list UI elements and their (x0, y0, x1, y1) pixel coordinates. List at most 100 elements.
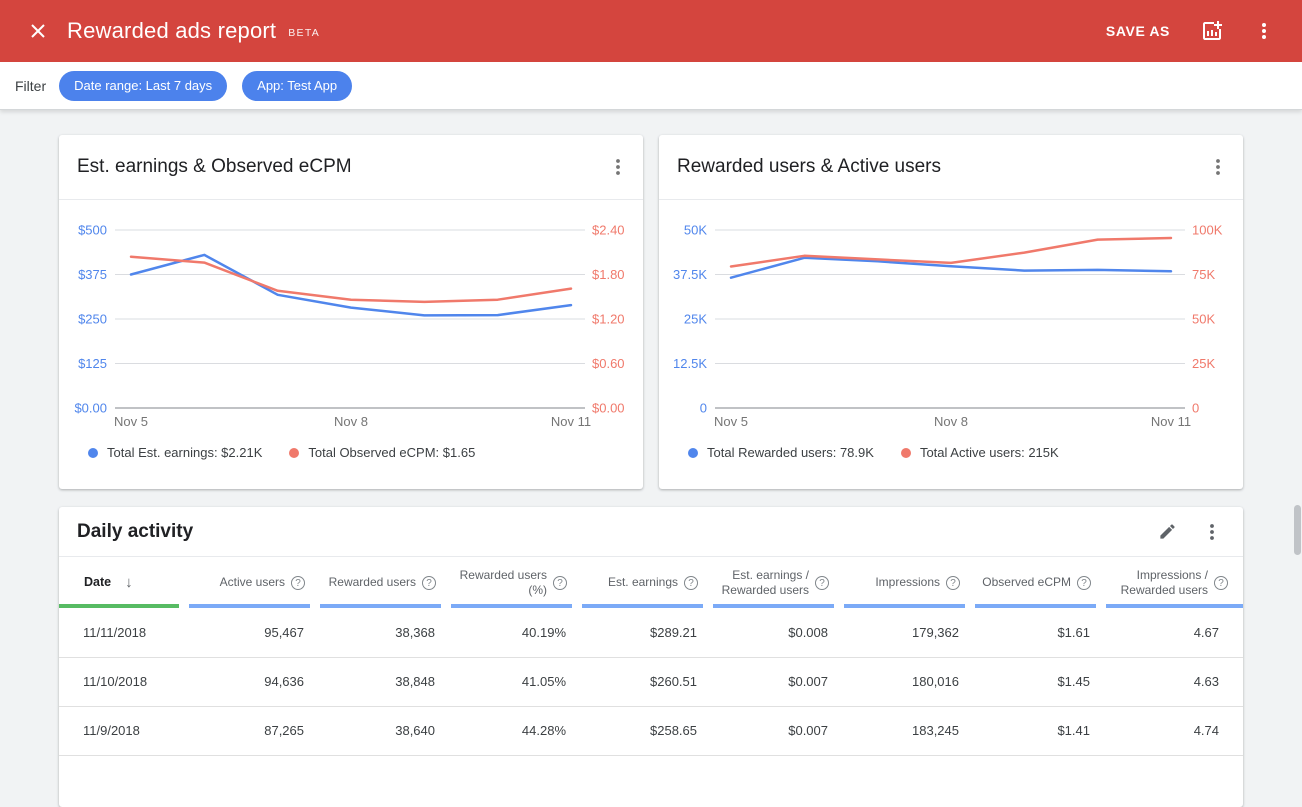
value-cell: $0.008 (788, 624, 828, 640)
value-cell (320, 754, 451, 804)
value-cell: 94,636 (189, 656, 320, 706)
chart-card-title: Rewarded users & Active users (677, 156, 942, 177)
edit-button[interactable] (1158, 522, 1177, 541)
column-underline (189, 604, 310, 608)
svg-text:$0.00: $0.00 (592, 401, 625, 416)
help-icon[interactable]: ? (1077, 575, 1091, 590)
column-header-rewarded-users[interactable]: Rewarded users? (320, 557, 451, 608)
line-chart-rewarded-active: 50K 100K 37.5K 75K 25K 50K 12.5K 25K 0 0 Nov 5 Nov … (673, 223, 1223, 430)
filter-chips: Date range: Last 7 days App: Test App (59, 70, 353, 101)
column-label: Date (84, 575, 112, 590)
column-header-active-users[interactable]: Active users? (189, 557, 320, 608)
page-title: Rewarded ads report (67, 18, 277, 43)
add-chart-button[interactable] (1200, 19, 1224, 43)
help-icon[interactable]: ? (946, 575, 960, 590)
column-underline (844, 604, 965, 608)
svg-text:Nov 5: Nov 5 (114, 414, 148, 429)
svg-text:25K: 25K (1192, 356, 1215, 371)
column-label: Est. earnings / Rewarded users (721, 568, 809, 597)
save-as-button[interactable]: SAVE AS (1105, 23, 1170, 39)
daily-activity-title: Daily activity (77, 520, 194, 542)
column-header-observed-ecpm[interactable]: Observed eCPM? (975, 557, 1106, 608)
daily-activity-table: Date ↓ Active users? Rewarded users? Rewarde… (59, 557, 1243, 804)
column-header-date[interactable]: Date ↓ (59, 557, 189, 608)
svg-text:0: 0 (700, 401, 707, 416)
value-cell: $260.51 (582, 656, 713, 706)
value-cell (975, 754, 1106, 804)
value-cell: 179,362 (912, 624, 959, 640)
column-underline (582, 604, 703, 608)
value-cell: 44.28% (451, 705, 582, 755)
column-header-impressions[interactable]: Impressions? (844, 557, 975, 608)
value-cell: $0.007 (713, 705, 844, 755)
chart-legend: Total Est. earnings: $2.21K Total Observe… (59, 445, 643, 460)
help-icon[interactable]: ? (422, 575, 436, 590)
value-cell: $1.41 (975, 705, 1106, 755)
legend-item: Total Rewarded users: 78.9K (688, 445, 874, 460)
overflow-menu-icon (1210, 523, 1214, 540)
svg-text:100K: 100K (1192, 223, 1223, 238)
column-header-rewarded-users[interactable]: Rewarded users (%)? (451, 557, 582, 608)
date-cell: 11/11/2018 (83, 624, 147, 640)
svg-text:$2.40: $2.40 (592, 223, 625, 238)
card-rewarded-active-users: Rewarded users & Active users 50K 100K 37.… (659, 135, 1243, 489)
value-cell: 38,848 (320, 656, 451, 706)
legend-dot (688, 447, 698, 458)
close-button[interactable] (25, 18, 51, 44)
svg-text:$1.20: $1.20 (592, 312, 625, 327)
app-bar: Rewarded ads report BETA SAVE AS (0, 0, 1302, 62)
column-label: Rewarded users (328, 575, 416, 590)
close-icon (31, 24, 45, 38)
svg-text:50K: 50K (684, 223, 707, 238)
overflow-menu-icon (616, 159, 620, 175)
help-icon[interactable]: ? (684, 575, 698, 590)
value-cell: $0.007 (713, 656, 844, 706)
column-header-est-earnings[interactable]: Est. earnings? (582, 557, 713, 608)
value-cell: 41.05% (451, 656, 582, 706)
overflow-menu-button[interactable] (1254, 19, 1274, 43)
table-row: 11/11/2018 95,467 38,368 40.19% $289.21 $0.00… (59, 608, 1243, 657)
svg-text:Nov 8: Nov 8 (934, 414, 968, 429)
chart-legend: Total Rewarded users: 78.9K Total Active … (659, 445, 1243, 460)
table-row: 11/10/2018 94,636 38,848 41.05% $260.51 $0.00… (59, 656, 1243, 706)
card-menu-button[interactable] (1209, 156, 1227, 178)
column-label: Rewarded users (%) (459, 568, 547, 597)
value-cell: $1.45 (975, 656, 1106, 706)
svg-text:$125: $125 (78, 356, 107, 371)
legend-item: Total Observed eCPM: $1.65 (289, 445, 475, 460)
help-icon[interactable]: ? (815, 575, 829, 590)
value-cell: 38,368 (395, 624, 435, 640)
scrollbar-thumb[interactable] (1294, 505, 1301, 555)
value-cell: 40.19% (521, 624, 566, 640)
value-cell: 87,265 (189, 705, 320, 755)
value-cell (844, 754, 975, 804)
value-cell (59, 754, 189, 804)
column-underline (59, 604, 179, 608)
legend-dot (289, 447, 300, 458)
help-icon[interactable]: ? (553, 575, 567, 590)
svg-text:25K: 25K (684, 312, 707, 327)
help-icon[interactable]: ? (1214, 575, 1228, 590)
column-header-impressions-rewarded-users[interactable]: Impressions / Rewarded users? (1106, 557, 1243, 608)
legend-label: Total Observed eCPM: $1.65 (308, 445, 476, 460)
value-cell (1106, 754, 1243, 804)
filter-chip-date-range[interactable]: Date range: Last 7 days (59, 70, 228, 101)
filter-bar: Filter Date range: Last 7 days App: Test … (0, 62, 1302, 110)
help-icon[interactable]: ? (291, 575, 305, 590)
svg-text:0: 0 (1192, 401, 1199, 416)
svg-text:Nov 5: Nov 5 (714, 414, 748, 429)
pencil-icon (1160, 524, 1175, 539)
value-cell: $1.61 (1057, 624, 1090, 640)
card-menu-button[interactable] (609, 156, 627, 178)
legend-item: Total Est. earnings: $2.21K (88, 445, 262, 460)
chart-card-title: Est. earnings & Observed eCPM (77, 156, 352, 177)
value-cell: 4.67 (1193, 624, 1219, 640)
column-underline (713, 604, 834, 608)
filter-chip-app[interactable]: App: Test App (242, 70, 353, 101)
table-menu-button[interactable] (1203, 521, 1221, 543)
svg-text:$500: $500 (78, 223, 107, 238)
svg-text:75K: 75K (1192, 267, 1215, 282)
column-header-est-earnings-rewarded-users[interactable]: Est. earnings / Rewarded users? (713, 557, 844, 608)
column-underline (320, 604, 441, 608)
sort-descending-icon: ↓ (125, 574, 133, 591)
